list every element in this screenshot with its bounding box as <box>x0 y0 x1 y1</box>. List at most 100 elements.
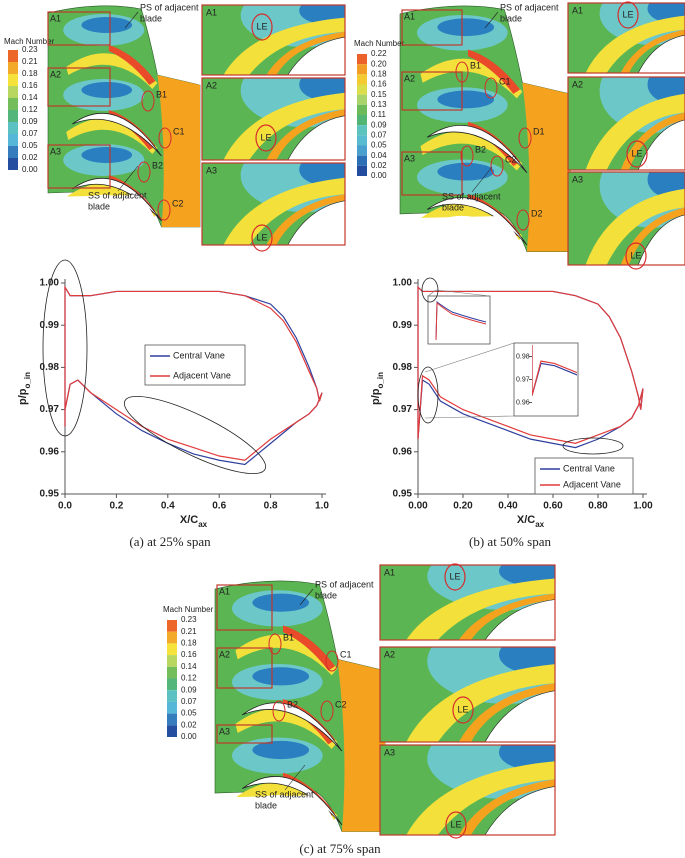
inset-frame <box>513 342 579 417</box>
colorbar-swatch <box>8 134 18 146</box>
region-box <box>47 11 111 46</box>
contour-band <box>252 593 310 612</box>
ss-label: blade <box>442 202 464 212</box>
y-tick-label: 0.97 <box>393 404 413 415</box>
region-label: A1 <box>219 586 230 596</box>
le-label: LE <box>457 704 468 714</box>
leader-line <box>284 764 306 791</box>
region-box <box>401 9 463 46</box>
point-marker <box>272 700 286 722</box>
colorbar-swatch <box>167 631 177 644</box>
region-box <box>401 71 463 111</box>
caption: (b) at 50% span <box>469 534 551 549</box>
region-label: A3 <box>219 726 230 736</box>
region-box <box>47 67 111 107</box>
contour-band <box>81 17 133 33</box>
point-marker <box>518 127 532 149</box>
ss-label: blade <box>255 800 277 810</box>
point-marker <box>455 61 469 83</box>
ss-label: SS of adjacent <box>442 191 501 201</box>
caption: (c) at 75% span <box>299 841 381 856</box>
series-line <box>417 285 644 444</box>
contour-band <box>81 82 133 98</box>
point-marker <box>141 90 155 112</box>
zoom-frame <box>567 171 685 266</box>
blade <box>328 580 385 671</box>
colorbar-swatch <box>167 701 177 714</box>
legend-label: Central Vane <box>563 463 615 473</box>
ps-label: PS of adjacent <box>500 2 559 12</box>
colorbar-label: 0.09 <box>22 117 38 126</box>
contour-field <box>48 5 200 230</box>
contour-band <box>458 593 555 640</box>
colorbar-swatch <box>167 643 177 656</box>
colorbar-label: 0.02 <box>181 720 197 729</box>
contour-band <box>420 203 523 243</box>
zoom-field <box>568 172 685 265</box>
point-label: D1 <box>533 126 545 136</box>
contour-band <box>108 45 156 85</box>
x-axis-title: X/Cax <box>180 514 208 529</box>
colorbar-label: 0.05 <box>22 141 38 150</box>
contour-band <box>223 177 345 245</box>
x-axis-title-sub: ax <box>198 520 207 529</box>
colorbar-swatch <box>357 94 367 105</box>
le-marker <box>625 242 647 270</box>
colorbar-label: 0.21 <box>22 57 38 66</box>
x-tick-label: 1.0 <box>315 501 329 512</box>
colorbar-label: 0.00 <box>22 165 38 174</box>
le-label: LE <box>450 819 461 829</box>
zoom-frame <box>379 646 556 743</box>
colorbar-label: 0.09 <box>181 685 197 694</box>
y-tick-label: 0.95 <box>40 489 60 500</box>
le-marker <box>251 13 273 41</box>
colorbar-swatch <box>167 655 177 667</box>
contour-band <box>252 667 310 686</box>
contour-band <box>406 578 555 640</box>
colorbar-label: 0.04 <box>371 151 387 160</box>
colorbar-swatch <box>357 115 367 126</box>
zoom-clip <box>568 3 685 73</box>
region-box <box>401 151 463 196</box>
annotation-ellipse <box>417 366 439 424</box>
colorbar-swatch <box>167 678 177 691</box>
zoom-label: A3 <box>206 165 217 175</box>
contour-band <box>283 625 336 671</box>
blade <box>72 113 161 156</box>
ps-label: blade <box>315 590 337 600</box>
contour-band <box>252 740 310 760</box>
colorbar-label: 0.14 <box>22 93 38 102</box>
leader-line <box>124 11 139 29</box>
legend-label: Central Vane <box>173 350 225 360</box>
colorbar-label: 0.09 <box>371 120 387 129</box>
contour-band <box>66 118 158 154</box>
colorbar-label: 0.18 <box>22 69 38 78</box>
region-label: A2 <box>404 73 415 83</box>
region-label: A2 <box>219 649 230 659</box>
contour-band <box>522 82 570 252</box>
blade <box>215 795 340 835</box>
point-label: D2 <box>531 208 543 218</box>
colorbar-swatch <box>8 110 18 122</box>
zoom-clip <box>202 5 345 75</box>
ss-label: SS of adjacent <box>88 190 147 200</box>
zoom-clip <box>380 565 555 640</box>
y-tick-label: 1.00 <box>393 278 413 289</box>
y-axis-title: p/po_in <box>370 372 385 405</box>
colorbar-swatch <box>8 74 18 86</box>
blade <box>72 178 161 221</box>
colorbar-label: 0.16 <box>181 650 197 659</box>
zoom-frame <box>201 4 346 76</box>
colorbar-label: 0.23 <box>181 615 197 624</box>
contour-band <box>66 183 158 219</box>
blade <box>149 5 200 85</box>
contour-band <box>235 634 338 676</box>
region-box <box>216 647 273 689</box>
colorbar-swatch <box>357 84 367 95</box>
point-marker <box>460 145 474 167</box>
colorbar-label: 0.18 <box>181 639 197 648</box>
annotation-ellipse <box>123 395 267 475</box>
contour-band <box>620 29 685 73</box>
leader-line <box>484 11 499 29</box>
